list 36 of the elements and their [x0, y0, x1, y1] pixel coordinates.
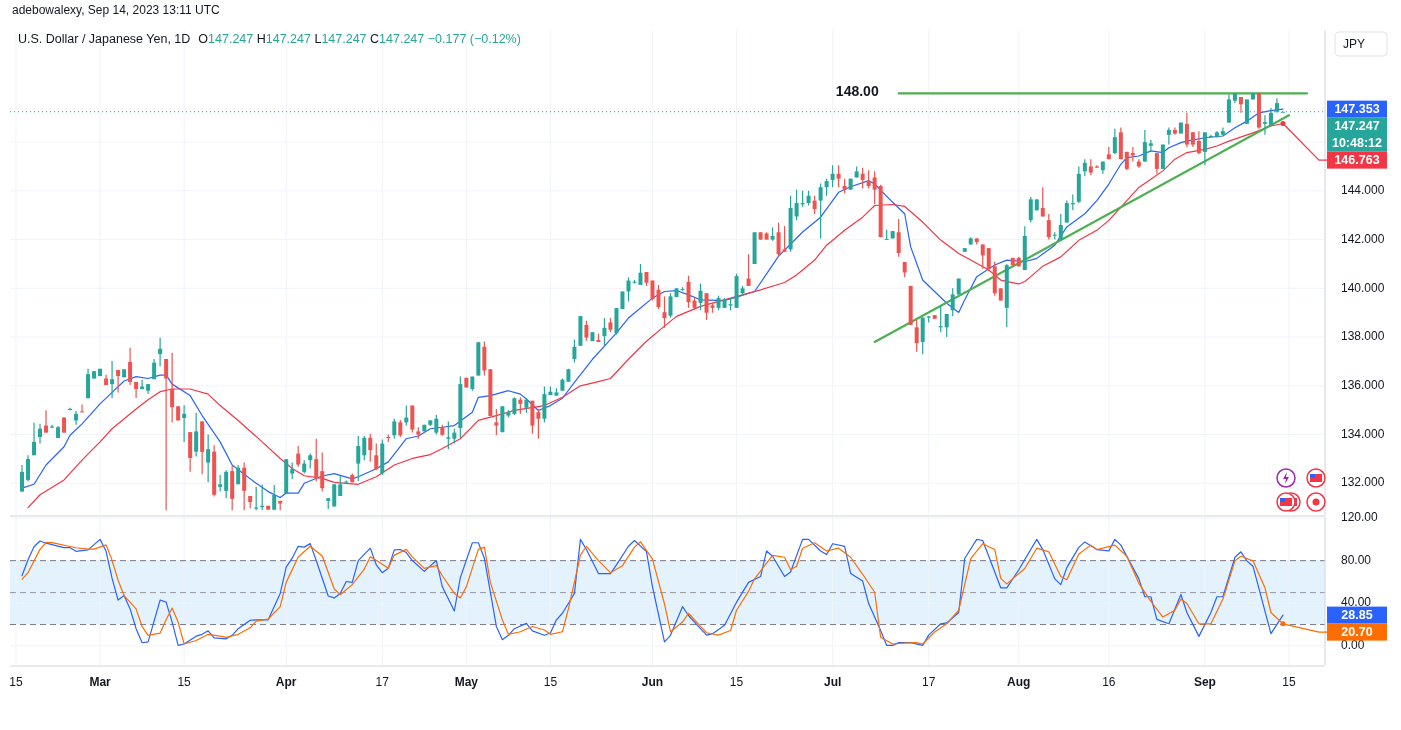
y-tick-label: 140.000	[1341, 280, 1385, 295]
text: 147.353	[1334, 102, 1380, 117]
x-tick-label: 15	[729, 675, 744, 689]
annotation: 146.763	[1334, 153, 1380, 168]
x-tick-label: 15	[177, 675, 192, 689]
y-tick-label: 142.000	[1341, 231, 1385, 246]
x-tick-label: 15	[543, 675, 558, 689]
x-tick-label: Aug	[1007, 675, 1031, 689]
text: adebowalexy, Sep 14, 2023 13:11 UTC	[12, 3, 221, 17]
x-tick-label: 15	[9, 675, 23, 689]
x-tick-label: 17	[922, 675, 936, 689]
y-tick-label: 120.00	[1341, 510, 1379, 525]
x-tick-label: 16	[1102, 675, 1116, 689]
x-tick-label: Sep	[1193, 675, 1216, 689]
y-tick-label: 144.000	[1341, 183, 1385, 198]
y-tick-label: 0.00	[1341, 638, 1365, 653]
ref-line-label: 147.247 10:48:12	[1331, 119, 1383, 151]
x-tick-label: Apr	[275, 675, 297, 689]
y-tick-label: 80.00	[1341, 552, 1372, 567]
y-tick-label: 136.000	[1341, 378, 1385, 392]
chart-title: U.S. Dollar / Japanese Yen, 1D	[18, 32, 191, 46]
text: JPY	[1343, 37, 1366, 52]
y-tick-label: 40.00	[1341, 595, 1372, 610]
x-tick-label: May	[454, 675, 479, 689]
x-tick-label: Mar	[89, 675, 112, 689]
annotation: 148.00	[835, 83, 879, 100]
y-tick-label: 132.000	[1341, 475, 1385, 490]
x-tick-label: 15	[1282, 675, 1296, 689]
x-tick-label: 17	[375, 675, 390, 689]
x-tick-label: Jun	[641, 675, 664, 689]
y-tick-label: 138.000	[1341, 329, 1385, 344]
annotation: 20.70	[1341, 625, 1373, 640]
x-tick-label: Jul	[823, 675, 842, 689]
text: 28.85	[1341, 608, 1373, 623]
y-tick-label: 134.000	[1341, 426, 1385, 441]
chart-subtitle: O147.247 H147.247 L147.247 C147.247 −0.177 (−0.12%)	[198, 32, 521, 46]
